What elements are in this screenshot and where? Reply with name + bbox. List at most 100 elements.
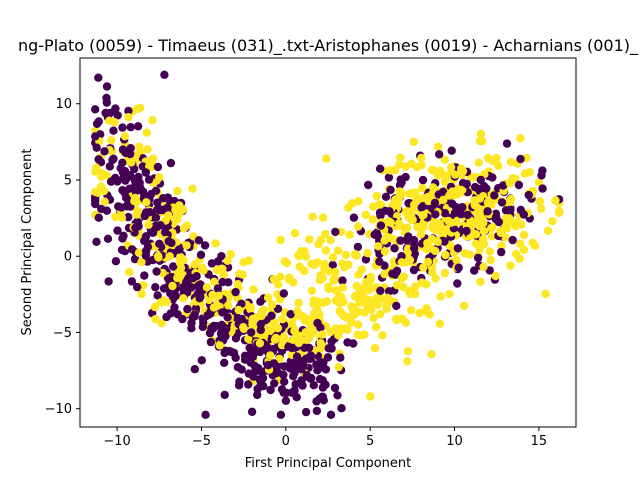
scatter-point [97,172,106,181]
scatter-point [483,207,492,216]
scatter-point [173,273,182,283]
scatter-point [462,226,471,236]
scatter-point [165,196,174,205]
scatter-point [370,297,379,307]
scatter-point [462,179,471,189]
scatter-point [375,164,385,173]
scatter-point [142,128,151,137]
scatter-point [91,105,100,114]
scatter-point [202,283,212,292]
scatter-point [166,158,176,168]
scatter-point [337,404,346,413]
scatter-point [133,122,143,131]
scatter-point [150,302,160,312]
scatter-point [238,270,247,279]
y-tick-label: 10 [55,97,72,112]
scatter-point [483,198,493,207]
scatter-point [304,317,313,327]
scatter-point [499,181,508,190]
scatter-point [292,352,302,361]
scatter-point [165,252,174,261]
scatter-point [390,244,399,253]
scatter-point [125,184,134,193]
scatter-point [305,235,314,244]
scatter-point [286,310,295,319]
scatter-point [502,139,512,148]
scatter-point [111,173,120,183]
scatter-point [309,328,318,338]
scatter-point [543,226,553,235]
scatter-point [269,275,278,284]
scatter-point [326,410,336,419]
scatter-point [516,239,525,248]
scatter-point [143,145,152,154]
scatter-point [354,270,363,279]
scatter-point [409,200,419,210]
scatter-point [152,267,161,276]
scatter-point [144,220,153,229]
scatter-point [256,297,265,306]
scatter-point [433,142,443,151]
scatter-point [416,222,426,231]
scatter-point [417,153,426,163]
scatter-point [366,272,375,282]
scatter-point [176,259,185,268]
scatter-point [248,317,257,326]
scatter-point [126,123,135,132]
scatter-point [217,328,226,338]
scatter-point [372,322,381,332]
x-tick-label: −5 [192,434,211,449]
scatter-point [487,223,496,233]
scatter-point [458,203,467,212]
scatter-point [428,183,438,192]
scatter-point [173,310,182,319]
scatter-point [179,294,188,303]
scatter-point [234,381,244,390]
scatter-point [369,202,378,211]
scatter-point [294,338,303,348]
scatter-point [145,162,154,171]
scatter-point [124,113,133,122]
scatter-point [367,305,376,314]
scatter-point [551,196,560,205]
scatter-point [372,191,381,201]
scatter-point [541,289,550,299]
scatter-point [505,178,514,188]
scatter-point [322,297,331,306]
scatter-point [376,286,385,295]
scatter-point [417,203,426,212]
scatter-point [554,208,564,218]
x-tick-label: 5 [366,434,374,449]
scatter-point [410,289,420,299]
scatter-point [333,391,342,400]
scatter-point [179,224,189,233]
scatter-point [223,301,233,310]
scatter-point [229,348,239,358]
scatter-point [349,339,358,348]
scatter-point [470,266,479,275]
scatter-point [290,229,300,238]
scatter-point [273,304,283,313]
scatter-point [117,245,127,255]
scatter-point [293,307,302,316]
scatter-point [519,230,529,240]
scatter-point [108,155,117,165]
scatter-point [154,251,163,261]
scatter-point [120,132,130,141]
scatter-point [505,197,514,206]
scatter-point [162,297,171,307]
scatter-point [234,305,243,315]
scatter-point [188,184,197,193]
scatter-point [126,144,135,153]
scatter-point [297,365,306,374]
scatter-point [201,410,210,419]
scatter-point [111,212,120,221]
scatter-point [514,180,524,190]
scatter-point [280,377,289,386]
scatter-point [422,304,431,313]
scatter-point [244,334,253,343]
scatter-point [470,182,480,192]
scatter-point [378,331,387,340]
scatter-point [151,213,161,222]
scatter-point [286,356,296,366]
